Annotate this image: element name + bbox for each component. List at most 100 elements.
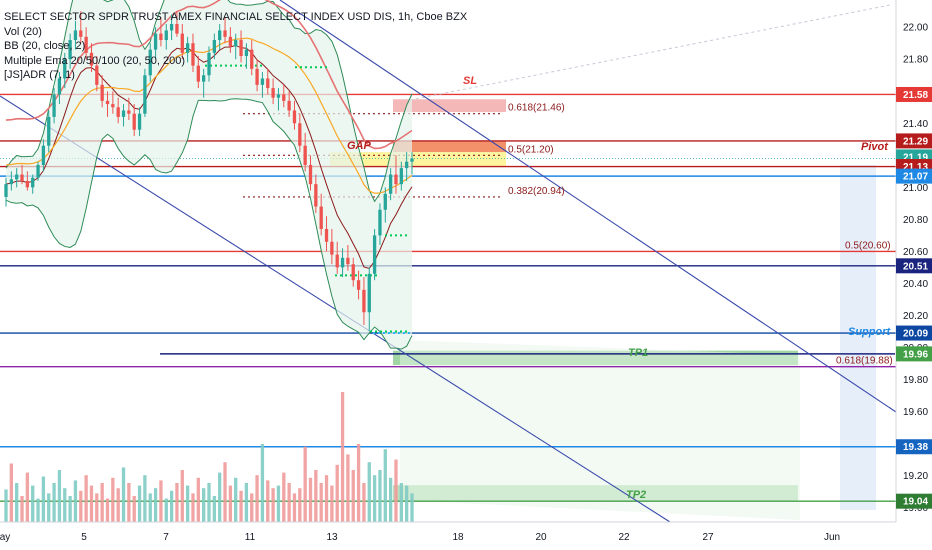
- volume-bar-12: [68, 496, 72, 522]
- gap-orange-zone: [393, 140, 506, 153]
- price-tag-19.04: 19.04: [903, 497, 928, 508]
- x-tick-7: 7: [163, 532, 169, 543]
- volume-bar-13: [73, 480, 78, 522]
- y-tick-21.00: 21.00: [903, 183, 928, 194]
- candle-body-53: [287, 100, 291, 111]
- price-axis[interactable]: 22.0021.8021.6021.4021.2021.0020.8020.60…: [895, 0, 932, 550]
- volume-bar-38: [207, 483, 211, 522]
- volume-bar-63: [340, 392, 345, 522]
- candle-body-55: [298, 123, 302, 146]
- y-tick-19.80: 19.80: [903, 375, 928, 386]
- volume-bar-71: [383, 449, 387, 522]
- bb-upper: [5, 0, 413, 203]
- fib-label-2: 0.382(20.94): [508, 186, 565, 197]
- candle-body-7: [41, 145, 46, 165]
- volume-bar-76: [410, 493, 414, 522]
- volume-bar-37: [202, 488, 206, 522]
- indicator-bb[interactable]: BB (20, close, 2): [4, 40, 86, 52]
- volume-bar-18: [100, 483, 104, 522]
- candle-body-67: [362, 289, 366, 313]
- candlestick-series: [4, 11, 414, 332]
- candle-body-37: [202, 75, 206, 82]
- volume-bar-14: [79, 490, 83, 522]
- candle-body-24: [132, 113, 136, 130]
- volume-bar-68: [367, 462, 371, 522]
- price-tag-21.13: 21.13: [903, 162, 928, 173]
- channel-lower-line[interactable]: [0, 95, 671, 523]
- candle-body-31: [169, 24, 174, 31]
- volume-bar-6: [36, 498, 40, 522]
- fib-label-1: 0.5(21.20): [508, 144, 554, 155]
- annotation-gap: GAP: [347, 140, 372, 152]
- price-tag-box-21.29: [896, 133, 932, 149]
- candle-body-19: [105, 100, 110, 105]
- candle-body-42: [228, 36, 233, 47]
- candle-body-30: [164, 30, 168, 41]
- volume-bar-40: [218, 472, 222, 522]
- channel-upper-line[interactable]: [279, 0, 897, 413]
- annotation-pivot: Pivot: [861, 141, 889, 153]
- y-tick-20.40: 20.40: [903, 279, 928, 290]
- descending-channel[interactable]: [0, 0, 897, 523]
- volume-bars: [4, 392, 414, 522]
- candle-body-16: [89, 52, 94, 66]
- candle-body-25: [137, 113, 142, 130]
- price-tag-21.29: 21.29: [903, 136, 928, 147]
- x-tick-Jun: Jun: [824, 532, 840, 543]
- y-tick-20.20: 20.20: [903, 311, 928, 322]
- y-tick-20.60: 20.60: [903, 247, 928, 258]
- candle-body-35: [191, 43, 195, 66]
- volume-bar-75: [405, 485, 409, 522]
- indicator-ema[interactable]: Multiple Ema 20/50/100 (20, 50, 200): [4, 54, 186, 67]
- volume-bar-15: [84, 475, 88, 522]
- indicator-vol[interactable]: Vol (20): [4, 25, 42, 38]
- volume-bar-4: [25, 472, 30, 522]
- candle-body-10: [57, 78, 62, 95]
- volume-bar-34: [185, 485, 190, 522]
- annotation-sl: SL: [463, 75, 477, 87]
- projection-shadow: [400, 340, 800, 520]
- candle-body-62: [335, 254, 339, 268]
- candle-body-1: [9, 179, 13, 185]
- candle-body-69: [372, 235, 377, 274]
- y-tick-22.00: 22.00: [903, 23, 928, 34]
- candle-body-29: [159, 33, 163, 41]
- volume-bar-16: [89, 485, 94, 522]
- price-axis-bg: [896, 0, 932, 550]
- volume-bar-1: [9, 463, 13, 522]
- volume-bar-41: [223, 462, 227, 522]
- candle-body-41: [223, 30, 227, 37]
- price-tag-21.19: 21.19: [903, 152, 928, 163]
- volume-bar-33: [180, 470, 184, 522]
- volume-bar-53: [287, 483, 291, 522]
- fib-label-0: 0.618(21.46): [508, 103, 565, 114]
- candle-body-49: [266, 78, 270, 89]
- sl-zone: [393, 99, 506, 113]
- price-tag-box-20.09: [896, 325, 932, 341]
- candle-body-15: [84, 36, 88, 53]
- volume-bar-3: [20, 496, 24, 522]
- volume-bar-55: [298, 488, 302, 522]
- volume-bar-32: [175, 483, 179, 522]
- volume-bar-25: [137, 485, 142, 522]
- volume-bar-28: [153, 488, 158, 522]
- candle-body-27: [148, 49, 152, 76]
- candle-body-44: [239, 40, 243, 57]
- time-axis-bg: [0, 522, 932, 550]
- price-tag-21.07: 21.07: [903, 172, 928, 183]
- candle-body-18: [100, 84, 104, 101]
- volume-bar-74: [399, 483, 403, 522]
- candle-body-68: [367, 273, 371, 313]
- volume-bar-70: [378, 470, 382, 522]
- volume-bar-56: [303, 446, 307, 522]
- volume-bar-54: [292, 493, 297, 522]
- volume-bar-30: [164, 498, 168, 522]
- indicator-adr[interactable]: [JS]ADR (7, 1): [4, 69, 75, 81]
- volume-bar-51: [276, 485, 281, 522]
- time-axis[interactable]: ay 5 7 11 13 18 20 22 27 Jun: [0, 521, 932, 550]
- volume-bar-50: [271, 488, 275, 522]
- candle-body-13: [73, 30, 78, 41]
- fib-label-4: 0.618(19.88): [836, 356, 893, 367]
- chart-title[interactable]: SELECT SECTOR SPDR TRUST AMEX FINANCIAL …: [4, 11, 468, 23]
